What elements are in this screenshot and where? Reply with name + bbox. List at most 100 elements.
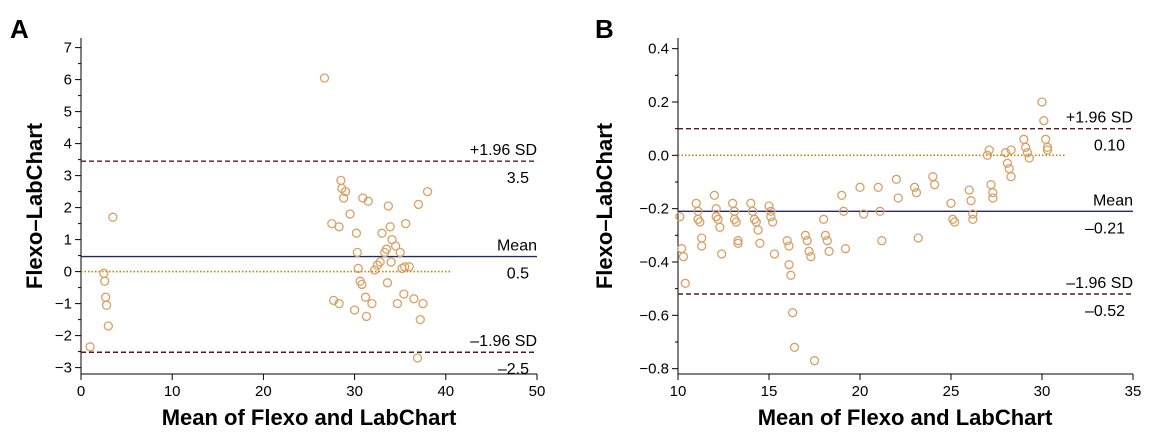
- panel-b-data-point: [675, 212, 685, 222]
- panel-b-data-point: [929, 180, 940, 190]
- panel-a-data-point: [319, 73, 330, 83]
- panel-b-data-point: [964, 185, 974, 195]
- panel-a-data-point: [103, 321, 114, 331]
- panel-b-data-point: [877, 236, 887, 246]
- panel-a-data-point: [100, 292, 111, 302]
- panel-a-data-point: [353, 263, 363, 274]
- panel-a-data-point: [363, 196, 373, 206]
- panel-a-y-tick-label: −2: [55, 328, 72, 345]
- panel-b-data-point: [968, 214, 978, 224]
- panel-a-data-point: [370, 265, 380, 275]
- panel-a-data-point: [390, 241, 401, 251]
- panel-b-data-point: [838, 206, 849, 216]
- panel-a-data-point: [399, 289, 409, 299]
- panel-a-x-tick-label: 10: [164, 383, 181, 400]
- panel-b-data-point: [988, 188, 998, 198]
- panel-a-data-point: [412, 353, 423, 363]
- panel-a-data-point: [415, 314, 425, 325]
- panel-a-data-point: [392, 298, 403, 309]
- panel-b-x-axis-title: Mean of Flexo and LabChart: [758, 405, 1053, 430]
- panel-b-data-point: [678, 252, 689, 262]
- panel-a-data-point: [108, 212, 118, 222]
- panel-b-data-point: [766, 212, 776, 222]
- panel-b-data-point: [948, 214, 958, 224]
- panel-a-data-point: [357, 279, 367, 290]
- panel-b-data-point: [697, 241, 707, 251]
- panel-a-data-point: [345, 209, 355, 219]
- panel-b-data-point: [1019, 134, 1029, 144]
- panel-a-data-point: [361, 311, 372, 322]
- panel-b-data-point: [855, 182, 865, 192]
- panel-b-lower-loa-line-label: –1.96 SD: [1066, 275, 1133, 292]
- panel-b-upper-loa-line-value: 0.10: [1094, 138, 1125, 155]
- panel-a-data-point: [339, 193, 349, 203]
- panel-b-data-point: [875, 206, 885, 216]
- panel-b-data-point: [1024, 153, 1034, 163]
- panel-b-data-point: [767, 217, 778, 227]
- panel-b-data-point: [913, 233, 923, 243]
- panel-b-lower-loa-line-value: –0.52: [1085, 303, 1125, 320]
- panel-b-data-point: [769, 249, 780, 259]
- panel-b-x-tick-label: 20: [852, 383, 869, 400]
- panel-a-data-point: [400, 262, 410, 272]
- panel-a-data-point: [101, 300, 112, 310]
- panel-b-data-point: [788, 308, 798, 318]
- panel-b-data-point: [800, 230, 811, 240]
- panel-b-data-point: [928, 172, 938, 182]
- panel-a-data-point: [334, 222, 344, 232]
- panel-b-data-point: [695, 217, 705, 227]
- panel-a-lower-loa-line-value: –2.5: [498, 361, 529, 378]
- panel-a-y-tick-label: 0: [64, 264, 72, 281]
- panel-b-y-tick-label: −0.8: [639, 361, 669, 378]
- panel-a-data-point: [404, 262, 414, 272]
- panel-b-data-point: [733, 236, 743, 246]
- panel-b-data-point: [751, 217, 761, 227]
- panel-b-data-point: [824, 246, 834, 256]
- panel-b-data-point: [968, 209, 978, 219]
- panel-b-data-point: [837, 190, 847, 200]
- panel-b-data-point: [727, 198, 738, 208]
- panel-a-y-tick-label: 1: [64, 232, 72, 249]
- panel-a-upper-loa-line-label: +1.96 SD: [470, 142, 537, 159]
- panel-a-data-point: [383, 201, 393, 211]
- panel-b-y-tick-label: −0.2: [639, 201, 669, 218]
- panel-a-data-point: [385, 222, 395, 232]
- panel-b-data-point: [697, 233, 707, 243]
- panel-b-data-point: [891, 174, 902, 184]
- panel-b-mean-line-value: –0.21: [1085, 220, 1125, 237]
- panel-b-data-point: [749, 214, 760, 224]
- panel-b-data-point: [731, 217, 741, 227]
- panel-b-x-tick-label: 15: [761, 383, 778, 400]
- panel-b-data-point: [746, 198, 756, 208]
- panel-a-data-point: [375, 257, 385, 267]
- panel-a-data-point: [422, 186, 433, 197]
- panel-b-data-point: [984, 145, 994, 155]
- panel-a-x-tick-label: 40: [437, 383, 454, 400]
- panel-b-y-tick-label: 0.2: [648, 94, 669, 111]
- panel-a-y-tick-label: 2: [64, 200, 72, 217]
- panel-a-upper-loa-line-value: 3.5: [507, 170, 529, 187]
- panel-b-data-point: [755, 238, 765, 248]
- panel-a-data-point: [418, 298, 428, 309]
- panel-b-x-tick-label: 10: [670, 383, 687, 400]
- panel-b-data-point: [1042, 145, 1053, 155]
- panel-b-data-point: [1020, 142, 1031, 152]
- panel-a-data-point: [340, 186, 351, 197]
- panel-b-data-point: [1037, 97, 1047, 107]
- panel-b-data-point: [789, 342, 800, 352]
- panel-a-x-tick-label: 30: [346, 383, 363, 400]
- panel-b-data-point: [711, 212, 721, 222]
- panel-a-y-tick-label: −1: [55, 296, 72, 313]
- panel-a-y-tick-label: 7: [64, 40, 72, 57]
- panel-b-data-point: [873, 182, 883, 192]
- panel-b-data-point: [1006, 145, 1016, 155]
- panel-a-x-tick-label: 50: [529, 383, 546, 400]
- panel-b-data-point: [782, 236, 792, 246]
- panel-a-x-tick-label: 20: [255, 383, 272, 400]
- panel-a-data-point: [99, 268, 109, 278]
- panel-b-data-point: [709, 190, 720, 200]
- panel-b-data-point: [966, 196, 976, 206]
- panel-a-mean-line-value: 0.5: [507, 266, 529, 283]
